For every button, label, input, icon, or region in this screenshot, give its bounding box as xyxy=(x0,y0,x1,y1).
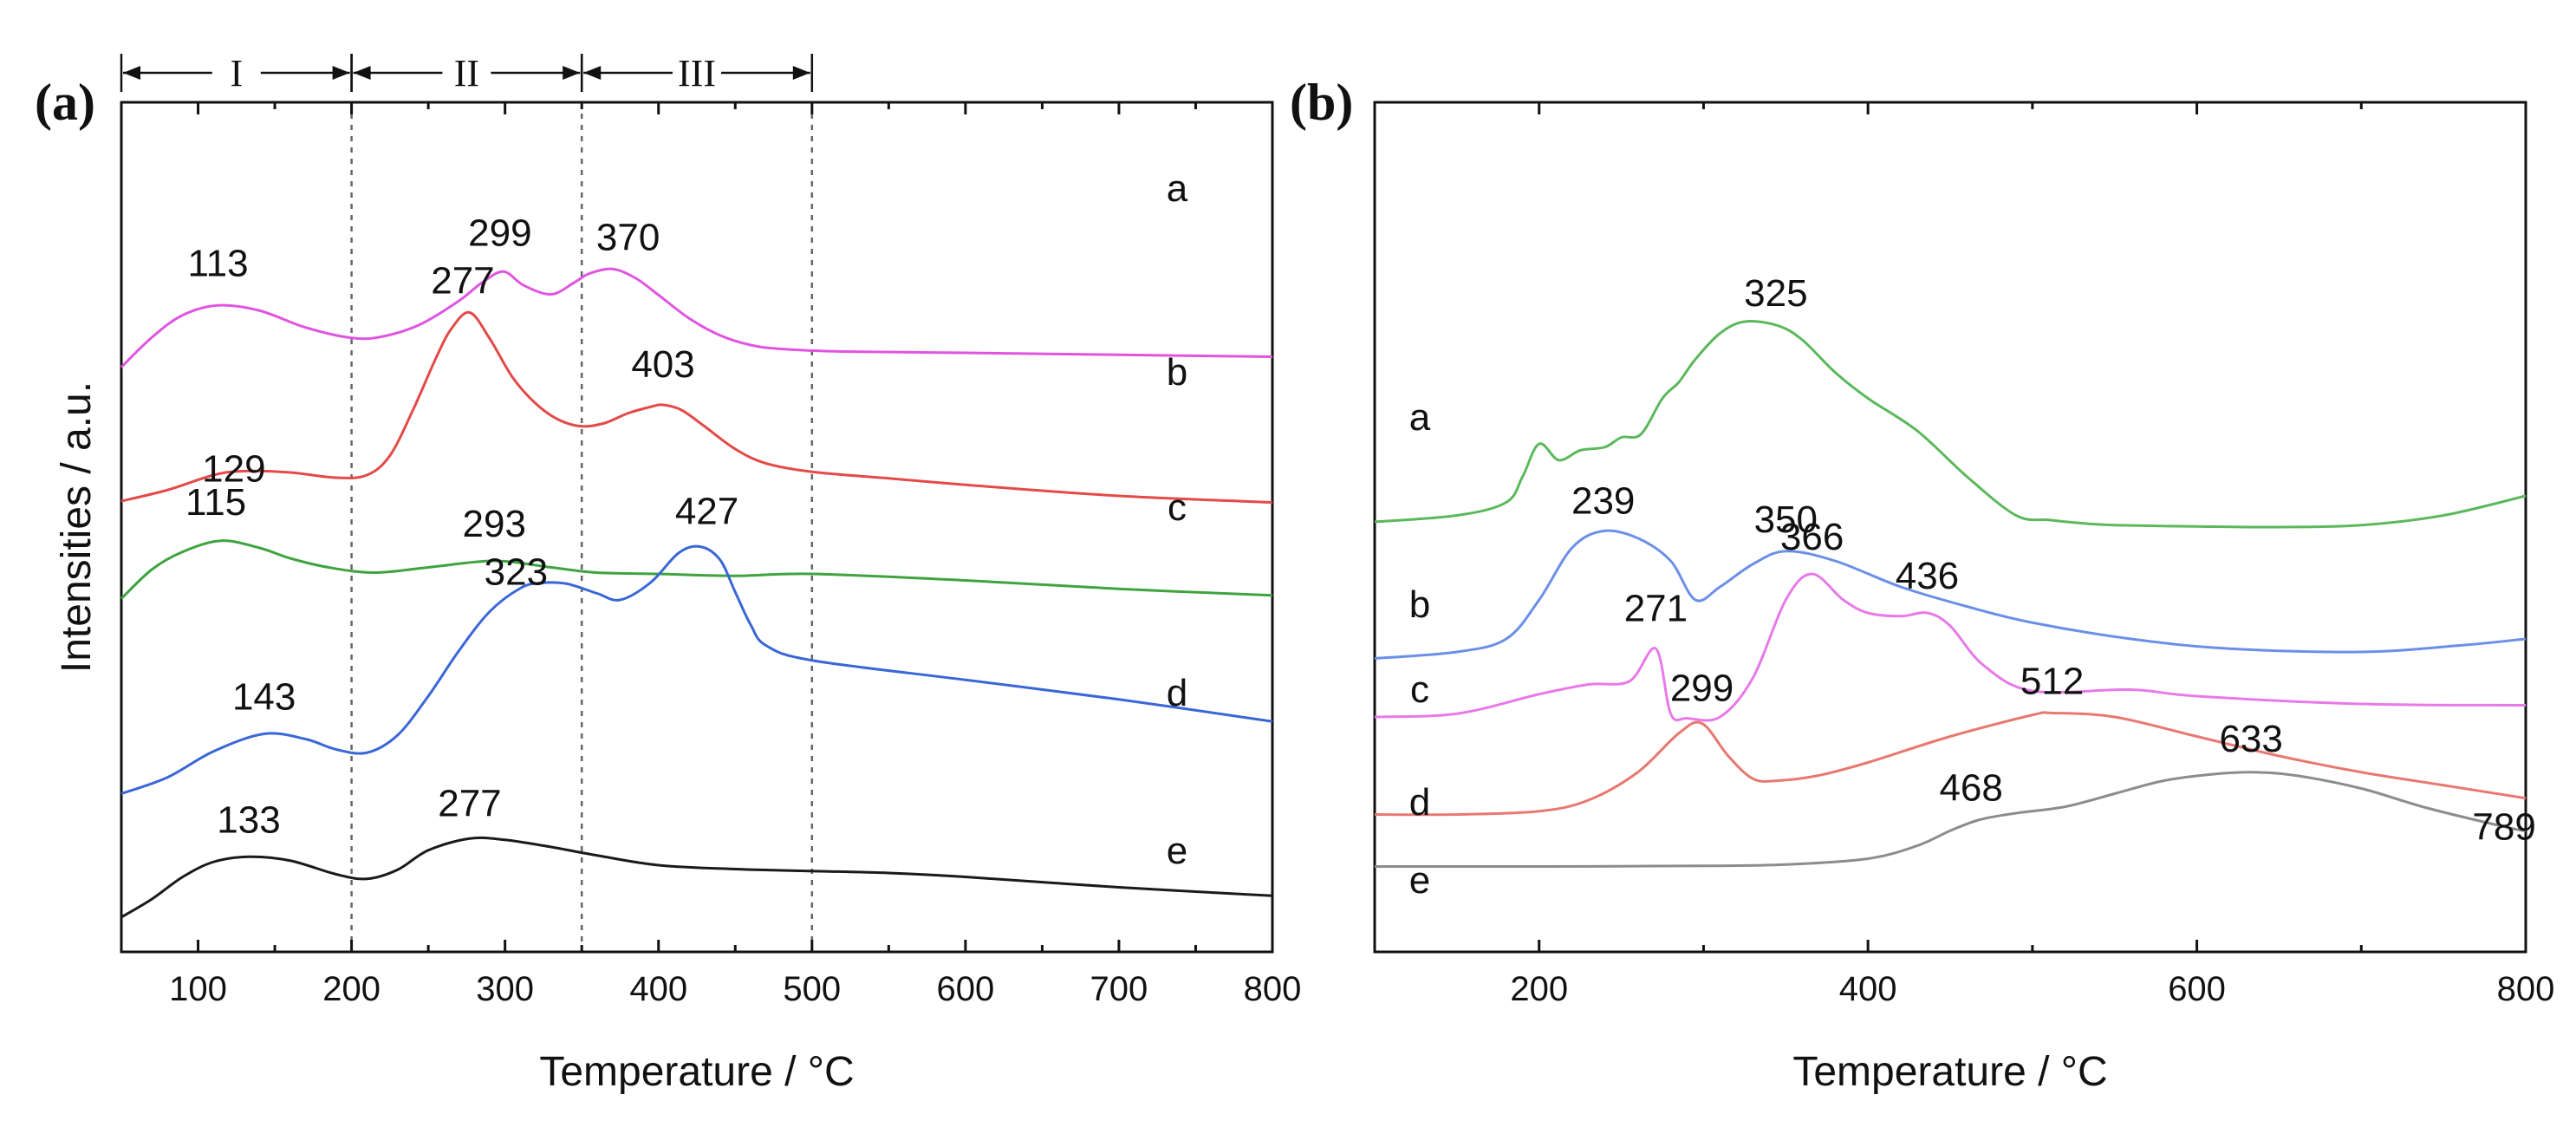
plot-frame xyxy=(120,101,1274,954)
peak-label: 271 xyxy=(1624,587,1688,629)
series-line-a xyxy=(1374,320,2527,529)
series-label-e: e xyxy=(1409,859,1430,902)
series-label-e: e xyxy=(1167,830,1187,872)
series-line-e xyxy=(1374,771,2527,869)
peak-label: 370 xyxy=(596,216,660,258)
peak-label: 277 xyxy=(438,782,501,824)
x-tick-label: 200 xyxy=(322,970,381,1008)
x-axis-title: Temperature / °C xyxy=(1792,1049,2107,1095)
x-tick-label: 300 xyxy=(476,970,534,1008)
x-tick-label: 400 xyxy=(629,970,687,1008)
region-label-bg xyxy=(673,50,721,95)
peak-label: 277 xyxy=(431,260,494,303)
peak-label: 325 xyxy=(1744,272,1807,315)
peak-label: 427 xyxy=(675,491,738,533)
region-label-bg xyxy=(211,50,261,95)
region-label: I xyxy=(230,52,243,94)
region-arrowhead-left xyxy=(583,66,602,80)
x-tick-label: 400 xyxy=(1839,970,1897,1008)
peak-label: 350 xyxy=(1754,498,1818,541)
series-line-a xyxy=(120,267,1273,368)
series-line-e xyxy=(120,836,1273,919)
x-tick-label: 100 xyxy=(169,970,227,1008)
x-tick-label: 500 xyxy=(783,970,841,1008)
peak-label: 789 xyxy=(2472,806,2535,849)
region-arrowhead-left xyxy=(123,66,140,80)
peak-label: 239 xyxy=(1571,480,1635,523)
region-label-bg xyxy=(442,50,491,95)
region-arrowhead-left xyxy=(353,66,371,80)
y-axis-title: Intensities / a.u. xyxy=(54,381,100,673)
series-label-c: c xyxy=(1168,486,1187,529)
x-tick-label: 200 xyxy=(1510,970,1568,1008)
series-label-c: c xyxy=(1410,668,1429,711)
peak-label: 468 xyxy=(1939,767,2002,810)
peak-label: 113 xyxy=(187,242,248,284)
region-label: II xyxy=(454,52,479,94)
panel-a: 100 200 300 400 500 600 700 800 Temperature / °C… xyxy=(35,50,1301,1095)
peak-label: 293 xyxy=(463,503,526,545)
series-label-d: d xyxy=(1409,781,1430,824)
plot-frame xyxy=(1373,101,2527,954)
series-line-d xyxy=(1374,711,2527,817)
region-arrowhead-right xyxy=(332,66,350,80)
peak-label: 299 xyxy=(468,212,531,254)
series-line-b xyxy=(1374,529,2527,660)
panel-label: (a) xyxy=(35,74,95,131)
peak-label: 366 xyxy=(1780,516,1844,558)
series-line-d xyxy=(120,544,1273,795)
peak-label: 115 xyxy=(185,481,246,524)
x-tick-label: 800 xyxy=(1244,970,1302,1008)
x-tick-label: 600 xyxy=(2168,970,2226,1008)
peak-label: 129 xyxy=(202,448,265,491)
series-line-c xyxy=(120,539,1273,600)
peak-label: 512 xyxy=(2020,661,2084,703)
peak-label: 633 xyxy=(2219,718,2282,760)
peak-label: 143 xyxy=(232,676,296,719)
peak-label: 403 xyxy=(631,343,694,386)
region-arrowhead-right xyxy=(792,66,810,80)
region-arrowhead-right xyxy=(563,66,581,80)
series-label-a: a xyxy=(1167,167,1188,210)
panel-label: (b) xyxy=(1290,74,1353,131)
region-label: III xyxy=(678,52,716,94)
series-line-b xyxy=(120,310,1273,504)
x-axis-title: Temperature / °C xyxy=(539,1049,854,1095)
series-label-b: b xyxy=(1167,351,1187,394)
peak-label: 299 xyxy=(1670,668,1734,710)
peak-label: 323 xyxy=(485,551,548,594)
series-label-a: a xyxy=(1409,396,1431,439)
series-label-d: d xyxy=(1167,672,1187,714)
x-tick-label: 800 xyxy=(2497,970,2555,1008)
x-tick-label: 600 xyxy=(936,970,994,1008)
peak-label: 436 xyxy=(1896,555,1959,597)
panel-b: 200 400 600 800 Temperature / °C (b) a bc de 325 2… xyxy=(1290,74,2554,1095)
series-label-b: b xyxy=(1409,583,1430,626)
peak-label: 133 xyxy=(217,798,280,841)
series-line-c xyxy=(1374,572,2527,722)
x-tick-label: 700 xyxy=(1090,970,1148,1008)
